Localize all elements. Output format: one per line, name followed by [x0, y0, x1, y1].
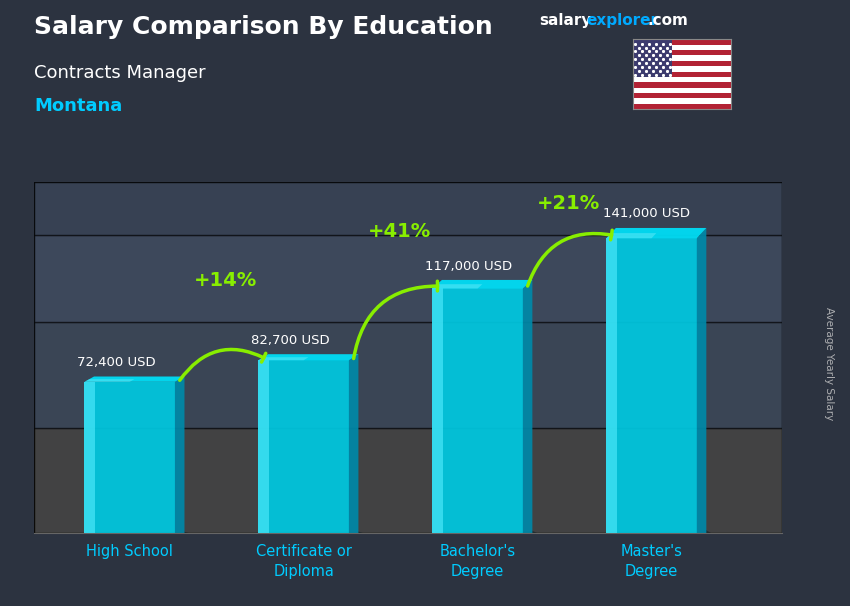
Bar [633, 77, 731, 82]
Bar [633, 39, 731, 45]
Text: +41%: +41% [368, 222, 431, 241]
Polygon shape [84, 531, 190, 533]
FancyBboxPatch shape [34, 322, 782, 428]
Bar [633, 93, 731, 98]
Bar [633, 82, 731, 88]
Polygon shape [84, 379, 134, 382]
Polygon shape [433, 280, 532, 288]
Text: +14%: +14% [194, 271, 257, 290]
Polygon shape [258, 360, 348, 533]
Bar [633, 45, 731, 50]
Polygon shape [433, 284, 482, 288]
Polygon shape [606, 530, 711, 533]
Polygon shape [258, 357, 309, 360]
Polygon shape [697, 228, 706, 533]
Text: Average Yearly Salary: Average Yearly Salary [824, 307, 834, 420]
Polygon shape [258, 531, 364, 533]
Polygon shape [606, 233, 656, 238]
Polygon shape [433, 288, 523, 533]
Text: explorer: explorer [586, 13, 659, 28]
Polygon shape [606, 238, 697, 533]
Bar [633, 72, 731, 77]
Polygon shape [258, 354, 359, 360]
Text: salary: salary [540, 13, 592, 28]
Text: Montana: Montana [34, 97, 122, 115]
Polygon shape [523, 280, 532, 533]
Polygon shape [84, 382, 175, 533]
Polygon shape [606, 238, 617, 533]
Polygon shape [84, 376, 184, 382]
Polygon shape [84, 382, 95, 533]
Bar [633, 88, 731, 93]
Bar [633, 66, 731, 72]
Bar [633, 56, 731, 61]
Text: +21%: +21% [536, 194, 599, 213]
FancyBboxPatch shape [34, 182, 782, 533]
Text: 72,400 USD: 72,400 USD [77, 356, 156, 369]
FancyBboxPatch shape [34, 182, 782, 235]
Text: Salary Comparison By Education: Salary Comparison By Education [34, 15, 493, 39]
FancyBboxPatch shape [34, 235, 782, 322]
Bar [633, 61, 731, 66]
FancyBboxPatch shape [34, 428, 782, 533]
Polygon shape [258, 360, 269, 533]
Polygon shape [606, 228, 706, 238]
Text: Contracts Manager: Contracts Manager [34, 64, 206, 82]
Text: .com: .com [648, 13, 689, 28]
Bar [633, 39, 672, 77]
Polygon shape [433, 531, 537, 533]
Polygon shape [175, 376, 184, 533]
Text: 82,700 USD: 82,700 USD [252, 334, 330, 347]
Bar [633, 98, 731, 104]
Text: 141,000 USD: 141,000 USD [603, 207, 690, 219]
Bar [633, 104, 731, 109]
Polygon shape [348, 354, 359, 533]
Text: 117,000 USD: 117,000 USD [425, 259, 513, 273]
Polygon shape [433, 288, 443, 533]
Bar [633, 50, 731, 56]
